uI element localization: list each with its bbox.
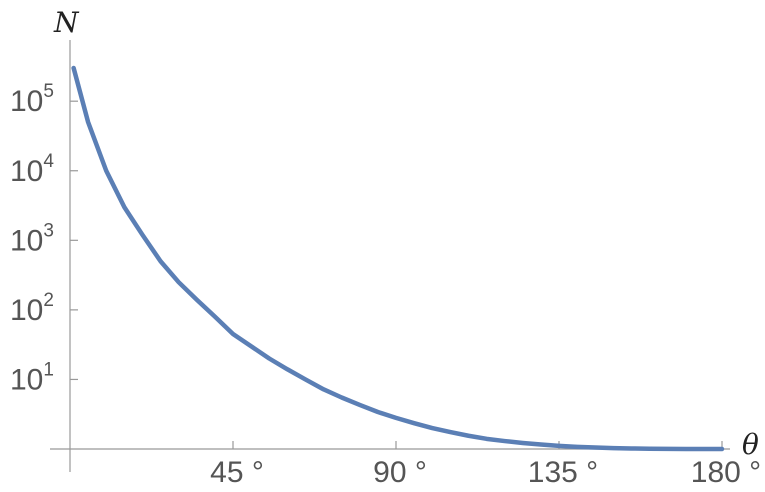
y-tick-label: 103 [10,220,54,257]
axes [50,40,730,472]
y-tick-label: 104 [10,151,54,188]
x-axis-title: θ [742,428,759,461]
y-axis-title: N [53,6,80,39]
x-tick-label: 90 ° [373,456,427,489]
y-tick-label: 105 [10,81,54,118]
y-tick-label: 101 [10,359,54,396]
y-tick-label: 102 [10,290,54,327]
x-tick-label: 45 ° [210,456,264,489]
series-line [71,65,725,452]
x-tick-label: 135 ° [528,456,598,489]
y-ticks: 101 102 103 104 105 [10,81,78,396]
x-tick-label: 180 ° [691,456,761,489]
x-ticks: 45 ° 90 ° 135 ° 180 ° [210,441,761,489]
